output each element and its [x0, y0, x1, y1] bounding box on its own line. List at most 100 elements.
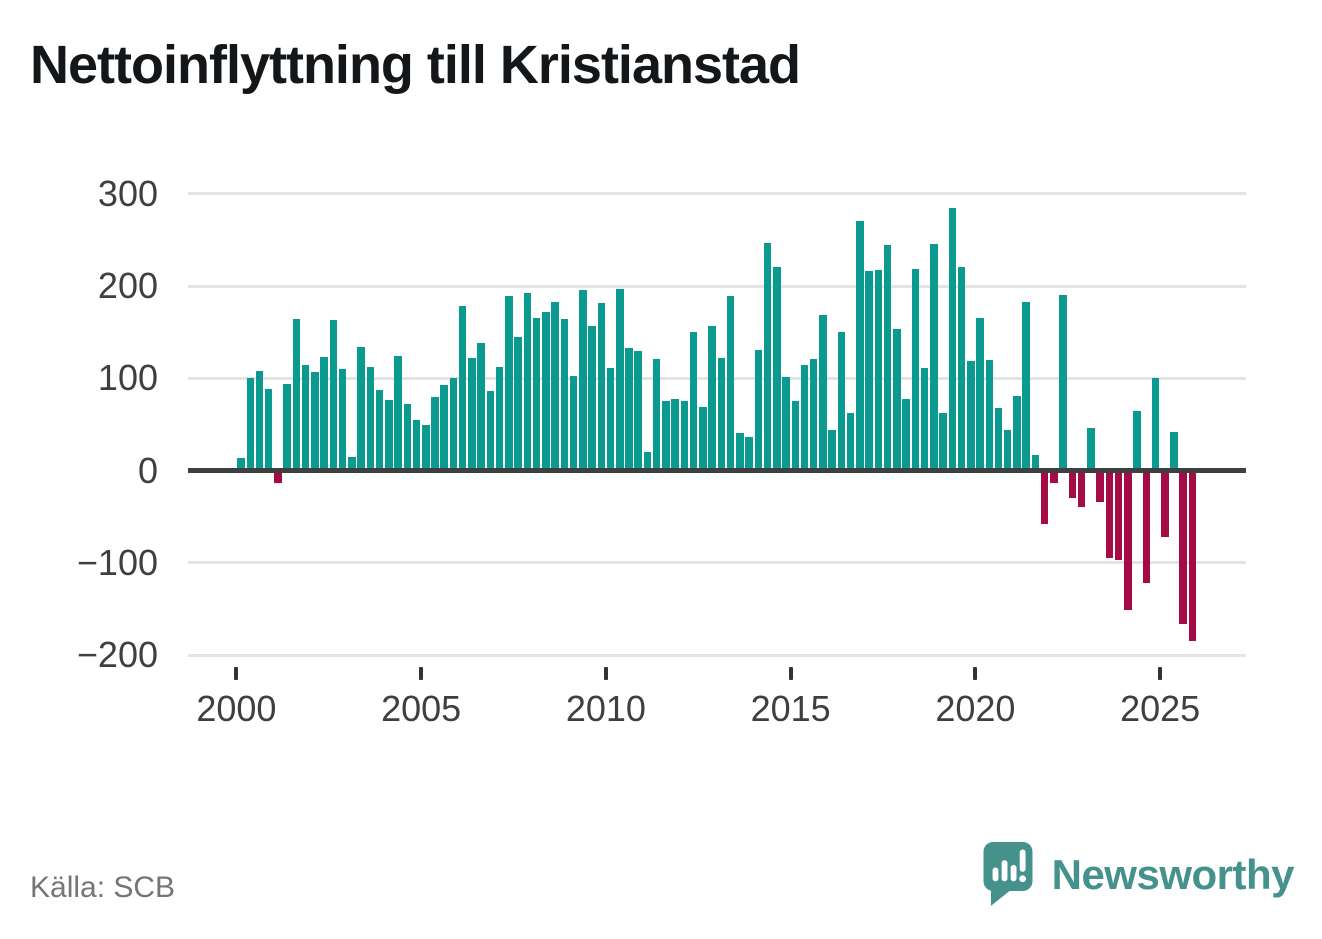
gridline--100 [188, 561, 1246, 565]
bar-2005-Q1 [422, 424, 430, 473]
x-tick-2000 [234, 667, 239, 680]
bar-2006-Q3 [477, 343, 485, 473]
bar-2007-Q2 [505, 296, 513, 473]
bar-2022-Q3 [1068, 468, 1077, 499]
x-tick-2005 [419, 667, 424, 680]
bar-2014-Q4 [782, 377, 790, 473]
bar-2013-Q1 [717, 358, 726, 473]
bar-2002-Q3 [329, 320, 338, 473]
bar-2007-Q1 [495, 367, 504, 473]
bar-2011-Q2 [652, 358, 661, 473]
zero-axis-line [188, 468, 1246, 473]
bar-2014-Q1 [754, 349, 763, 473]
bar-2022-Q2 [1059, 295, 1067, 473]
bar-2024-Q4 [1151, 378, 1160, 473]
bar-2022-Q4 [1077, 468, 1086, 507]
bar-2025-Q2 [1170, 431, 1178, 473]
bar-2015-Q4 [819, 314, 827, 473]
bar-2010-Q4 [634, 350, 642, 473]
bar-2015-Q2 [800, 365, 809, 473]
bar-2018-Q2 [911, 269, 920, 473]
bar-2020-Q4 [1003, 430, 1012, 473]
bar-2004-Q2 [394, 356, 402, 473]
bar-2010-Q1 [606, 368, 615, 473]
bar-2019-Q3 [957, 266, 966, 473]
bar-2020-Q3 [994, 407, 1003, 473]
bar-2022-Q1 [1050, 468, 1058, 484]
bar-2023-Q1 [1087, 428, 1095, 473]
newsworthy-logo-text: Newsworthy [1051, 851, 1295, 898]
bar-2017-Q3 [883, 245, 892, 473]
bar-2021-Q2 [1022, 301, 1030, 473]
bar-2023-Q4 [1114, 468, 1123, 561]
bar-2000-Q4 [264, 389, 273, 473]
bar-2016-Q2 [837, 332, 846, 473]
x-axis-label-2005: 2005 [381, 688, 462, 729]
bar-2018-Q1 [902, 398, 910, 473]
bar-2001-Q1 [274, 468, 282, 484]
gridline-100 [188, 376, 1246, 380]
y-axis-label-100: 100 [97, 357, 158, 399]
bar-2024-Q2 [1133, 410, 1141, 473]
bar-2002-Q1 [311, 371, 319, 473]
bar-2016-Q3 [846, 412, 855, 473]
bar-2013-Q2 [726, 296, 735, 473]
bar-2000-Q3 [255, 370, 264, 473]
bar-2024-Q3 [1142, 468, 1151, 584]
bar-2018-Q4 [930, 243, 938, 473]
bar-2010-Q3 [625, 347, 633, 473]
y-axis-label-300: 300 [97, 172, 158, 214]
y-axis-label--100: −100 [76, 541, 158, 583]
gridline-300 [188, 192, 1246, 196]
bar-2023-Q3 [1105, 468, 1114, 559]
bar-2009-Q3 [588, 325, 596, 473]
y-axis-label-0: 0 [137, 449, 158, 491]
bar-2005-Q4 [449, 378, 458, 473]
bar-2014-Q2 [763, 242, 772, 473]
bar-2013-Q3 [736, 432, 744, 473]
bar-2006-Q2 [468, 358, 476, 473]
bar-2012-Q3 [699, 406, 707, 473]
bar-2011-Q1 [643, 452, 652, 473]
net-migration-bar-chart: 300 200 100 0 −100 −200 2000 2005 2010 2015 2020 20… [76, 172, 1246, 729]
bar-2021-Q3 [1031, 454, 1040, 473]
bar-2008-Q4 [560, 319, 569, 473]
bar-2009-Q1 [569, 375, 578, 473]
newsworthy-logo: Newsworthy [982, 840, 1295, 910]
bar-2017-Q2 [874, 270, 883, 473]
x-axis-label-2025: 2025 [1120, 688, 1201, 729]
bar-2011-Q4 [671, 398, 679, 473]
bar-2003-Q3 [366, 367, 375, 473]
x-tick-2015 [788, 667, 793, 680]
x-tick-2010 [603, 667, 608, 680]
bar-2000-Q2 [246, 378, 255, 473]
bar-2012-Q4 [708, 325, 716, 473]
bar-2020-Q1 [976, 318, 984, 473]
bar-2001-Q4 [301, 365, 310, 473]
bar-2024-Q1 [1124, 468, 1132, 610]
newsworthy-speech-bubble-bar-chart-icon [983, 842, 1033, 906]
bar-2021-Q4 [1040, 468, 1049, 525]
bar-2001-Q3 [292, 319, 301, 473]
bar-2012-Q1 [680, 400, 689, 473]
bar-2002-Q2 [320, 357, 328, 473]
bar-2008-Q1 [532, 318, 541, 473]
x-tick-2020 [973, 667, 978, 680]
bar-2025-Q3 [1179, 468, 1187, 624]
bar-2016-Q4 [856, 220, 864, 473]
bar-2011-Q3 [662, 401, 670, 473]
bar-2002-Q4 [338, 369, 347, 473]
bar-2005-Q2 [431, 396, 439, 473]
bar-2012-Q2 [689, 332, 698, 473]
gridline-200 [188, 284, 1246, 288]
bar-2008-Q2 [542, 311, 550, 473]
bar-2019-Q2 [948, 207, 957, 473]
bar-2003-Q1 [348, 456, 356, 473]
x-axis-label-2015: 2015 [750, 688, 831, 729]
bar-2010-Q2 [616, 288, 624, 473]
x-axis-label-2020: 2020 [935, 688, 1016, 729]
bar-2014-Q3 [773, 266, 781, 473]
bar-2004-Q4 [412, 419, 421, 473]
bar-2023-Q2 [1096, 468, 1104, 502]
bar-2005-Q3 [440, 384, 448, 473]
